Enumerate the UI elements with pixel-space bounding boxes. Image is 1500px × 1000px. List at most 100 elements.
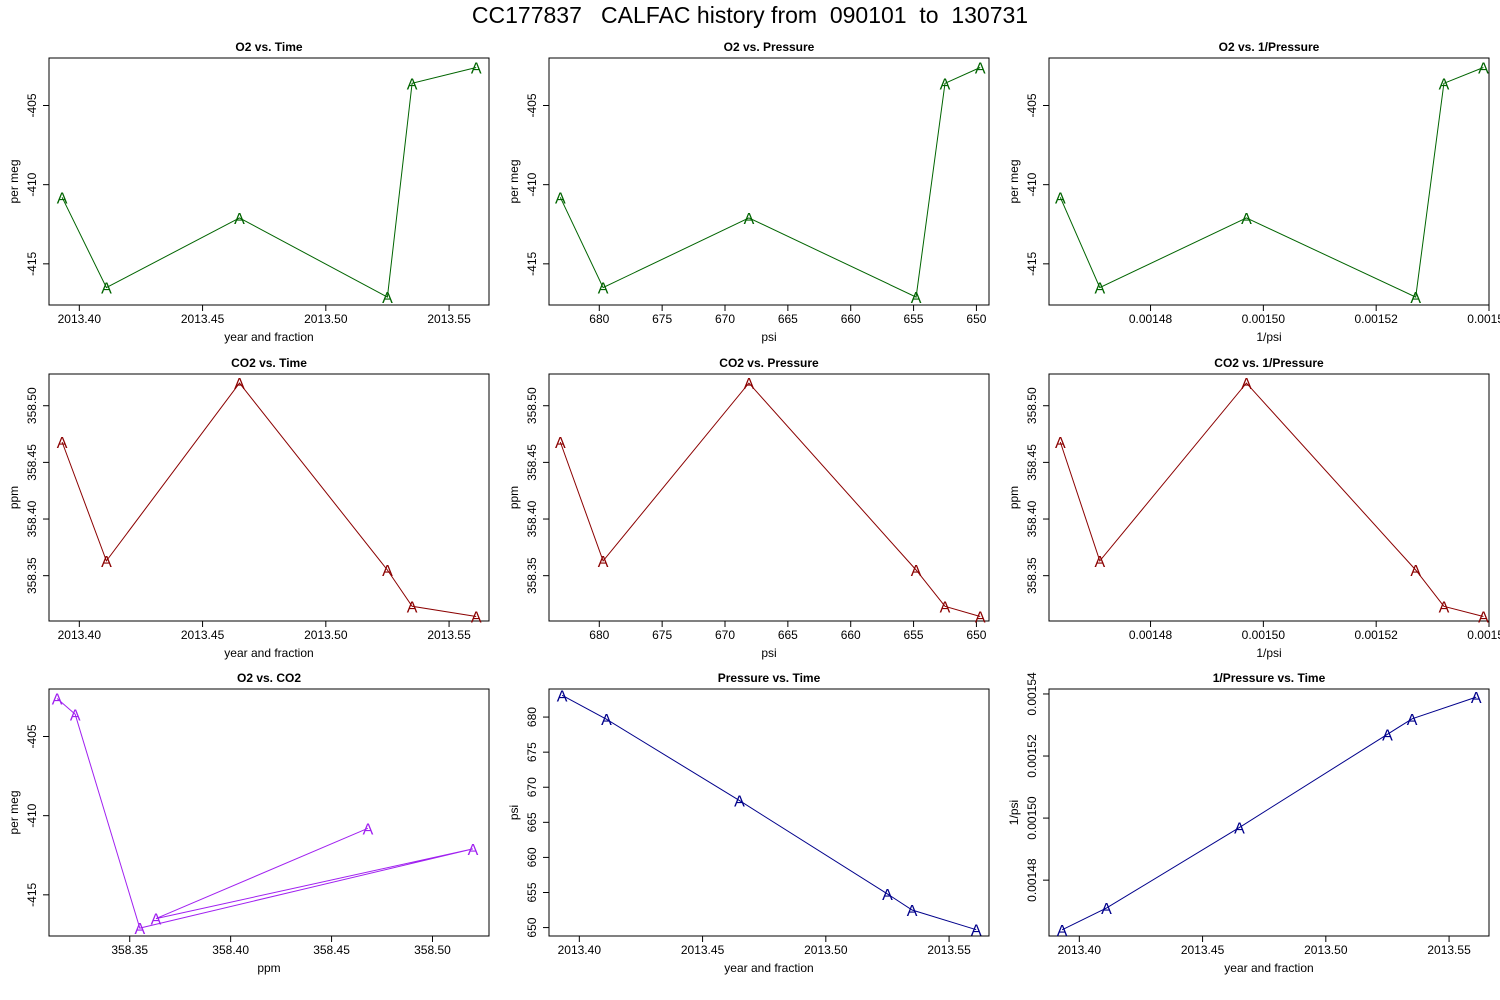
data-point-marker: A (940, 76, 951, 93)
data-point-marker: A (1439, 599, 1450, 616)
data-point-marker: A (744, 376, 755, 393)
x-tick-label: 2013.45 (1181, 943, 1225, 957)
x-tick-label: 660 (841, 628, 861, 642)
chart-panel-9: 1/Pressure vs. Time 2013.40 2013.45 2013.50… (1007, 671, 1490, 975)
data-point-marker: A (911, 563, 922, 580)
series-line (559, 67, 981, 298)
chart-panel-5: CO2 vs. Pressure 680 675 670 665 660 655 650 358… (507, 356, 990, 660)
series-line (561, 694, 977, 931)
data-point-marker: A (598, 281, 609, 298)
chart-title: CO2 vs. 1/Pressure (1214, 356, 1324, 370)
data-point-marker: A (1055, 190, 1066, 207)
y-tick-label: 358.40 (1025, 500, 1039, 537)
y-tick-label: 358.35 (25, 557, 39, 594)
data-point-marker: A (1101, 901, 1112, 918)
data-point-marker: A (1094, 281, 1105, 298)
data-point-marker: A (601, 712, 612, 729)
x-tick-label: 2013.45 (181, 628, 225, 642)
y-axis-label: ppm (7, 486, 21, 509)
data-point-marker: A (744, 211, 755, 228)
data-point-marker: A (134, 921, 145, 938)
chart-panel-3: O2 vs. 1/Pressure 0.00148 0.00150 0.00152 0.… (1007, 40, 1500, 344)
series-line (1059, 67, 1484, 298)
x-tick-label: 0.00152 (1354, 312, 1398, 326)
data-point-marker: A (234, 211, 245, 228)
data-point-marker: A (907, 903, 918, 920)
y-tick-label: 358.50 (1025, 387, 1039, 424)
chart-panel-6: CO2 vs. 1/Pressure 0.00148 0.00150 0.00152 0… (1007, 356, 1500, 660)
x-tick-label: 2013.40 (1058, 943, 1102, 957)
x-axis-label: 1/psi (1256, 330, 1281, 344)
plot-frame (48, 688, 490, 937)
x-tick-label: 0.00154 (1467, 312, 1500, 326)
x-tick-label: 2013.50 (304, 312, 348, 326)
y-tick-label: 358.40 (525, 500, 539, 537)
page-title: CC177837 CALFAC history from 090101 to 1… (471, 2, 1029, 28)
x-tick-label: 2013.50 (804, 943, 848, 957)
x-tick-label: 2013.50 (1304, 943, 1348, 957)
x-tick-label: 680 (589, 312, 609, 326)
y-tick-label: 358.45 (25, 444, 39, 481)
data-point-marker: A (555, 190, 566, 207)
x-tick-label: 655 (904, 628, 924, 642)
data-point-marker: A (911, 290, 922, 307)
data-point-marker: A (557, 688, 568, 705)
x-tick-label: 650 (966, 312, 986, 326)
chart-title: O2 vs. Pressure (724, 40, 815, 54)
data-point-marker: A (1439, 76, 1450, 93)
y-axis-label: ppm (507, 486, 521, 509)
x-tick-label: 2013.55 (427, 312, 471, 326)
x-axis-label: psi (761, 646, 776, 660)
x-tick-label: 2013.50 (304, 628, 348, 642)
x-tick-label: 675 (652, 312, 672, 326)
x-tick-label: 358.40 (212, 943, 249, 957)
y-tick-label: -410 (1025, 172, 1039, 196)
chart-title: O2 vs. Time (235, 40, 302, 54)
y-tick-label: -410 (525, 172, 539, 196)
chart-title: CO2 vs. Time (231, 356, 307, 370)
y-tick-label: -410 (25, 172, 39, 196)
x-axis-label: psi (761, 330, 776, 344)
data-point-marker: A (975, 61, 986, 78)
chart-title: Pressure vs. Time (718, 671, 821, 685)
x-axis-label: ppm (257, 961, 280, 975)
data-point-marker: A (57, 435, 68, 452)
x-tick-label: 0.00150 (1242, 312, 1286, 326)
data-point-marker: A (1478, 610, 1489, 627)
y-axis-label: per meg (507, 159, 521, 203)
y-tick-label: -405 (25, 93, 39, 117)
y-tick-label: -405 (525, 93, 539, 117)
x-axis-label: year and fraction (224, 646, 313, 660)
x-tick-label: 660 (841, 312, 861, 326)
x-tick-label: 358.45 (313, 943, 350, 957)
series-line (1061, 696, 1477, 931)
data-point-marker: A (975, 610, 986, 627)
data-point-marker: A (555, 435, 566, 452)
plot-frame (48, 373, 490, 622)
chart-title: CO2 vs. Pressure (719, 356, 819, 370)
x-tick-label: 358.35 (111, 943, 148, 957)
data-point-marker: A (101, 281, 112, 298)
x-tick-label: 2013.55 (427, 628, 471, 642)
y-tick-label: -415 (25, 252, 39, 276)
data-point-marker: A (234, 376, 245, 393)
data-point-marker: A (101, 554, 112, 571)
data-point-marker: A (1055, 435, 1066, 452)
data-point-marker: A (1241, 211, 1252, 228)
series-line (61, 67, 477, 298)
plot-frame (1048, 57, 1490, 306)
x-tick-label: 680 (589, 628, 609, 642)
data-point-marker: A (1241, 376, 1252, 393)
y-axis-label: 1/psi (1007, 800, 1021, 825)
y-tick-label: 0.00148 (1025, 858, 1039, 902)
y-tick-label: 358.45 (1025, 444, 1039, 481)
data-point-marker: A (971, 923, 982, 940)
x-axis-label: year and fraction (724, 961, 813, 975)
x-tick-label: 0.00152 (1354, 628, 1398, 642)
chart-panel-4: CO2 vs. Time 2013.40 2013.45 2013.50 2013.55… (7, 356, 490, 660)
plot-frame (48, 57, 490, 306)
chart-panel-2: O2 vs. Pressure 680 675 670 665 660 655 650 -405… (507, 40, 990, 344)
data-point-marker: A (471, 61, 482, 78)
data-point-marker: A (734, 794, 745, 811)
